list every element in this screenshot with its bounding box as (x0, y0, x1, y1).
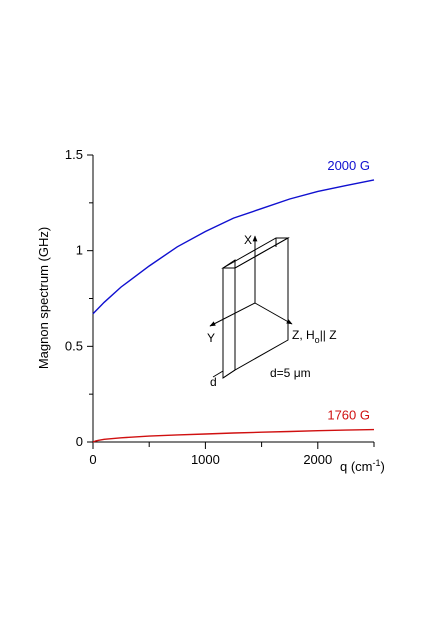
thickness-label: d (210, 375, 217, 389)
series-group: 2000 G 1760 G (92, 158, 375, 443)
inset-z-axis-arrow (254, 302, 293, 325)
series-line-1 (92, 428, 375, 443)
inset-x-label: X (244, 233, 252, 247)
y-tick-label: 1 (76, 243, 83, 258)
x-tick-label: 0 (89, 452, 96, 467)
x-tick-label: 2000 (303, 452, 332, 467)
inset-z-label: Z, Ho|| Z (292, 328, 337, 345)
y-axis-label: Magnon spectrum (GHz) (36, 227, 51, 369)
series-label-1: 1760 G (327, 408, 370, 423)
y-tick-label: 1.5 (65, 147, 83, 162)
labels-group: Magnon spectrum (GHz) q (cm-1) (36, 227, 385, 474)
inset-y-label: Y (207, 331, 215, 345)
series-label-0: 2000 G (327, 158, 370, 173)
sample-geometry-inset: X Y Z, Ho|| Z d d=5 μm (207, 233, 337, 389)
x-axis-label: q (cm-1) (340, 458, 385, 474)
slab-bottom-edge (222, 369, 236, 379)
slab-front-face (222, 259, 236, 379)
axes: 0 0.5 1 1.5 0 1000 2000 (65, 147, 375, 467)
thickness-arrow (212, 370, 224, 378)
inset-y-axis-arrow (209, 302, 256, 327)
y-tick-label: 0.5 (65, 338, 83, 353)
y-tick-label: 0 (76, 434, 83, 449)
slab-side-face (234, 237, 289, 371)
thickness-value: d=5 μm (270, 366, 311, 380)
x-tick-label: 1000 (191, 452, 220, 467)
series-line-0 (92, 179, 375, 315)
